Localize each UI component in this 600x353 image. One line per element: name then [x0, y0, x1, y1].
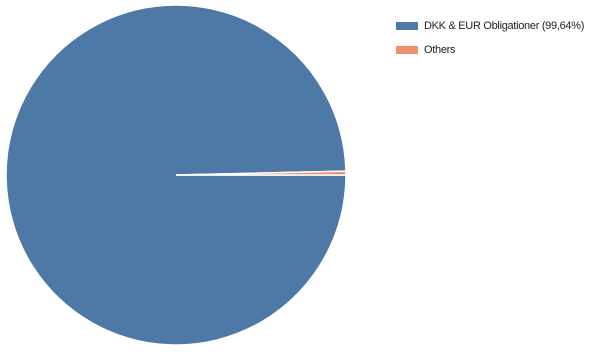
chart-legend: DKK & EUR Obligationer (99,64%) Others	[396, 16, 584, 64]
legend-item-bonds: DKK & EUR Obligationer (99,64%)	[396, 16, 584, 36]
legend-swatch-bonds	[396, 22, 418, 30]
pie-slice-others	[175, 170, 347, 176]
legend-swatch-others	[396, 46, 418, 54]
legend-item-others: Others	[396, 40, 584, 60]
legend-label-bonds: DKK & EUR Obligationer (99,64%)	[424, 20, 585, 32]
legend-label-others: Others	[424, 44, 456, 56]
